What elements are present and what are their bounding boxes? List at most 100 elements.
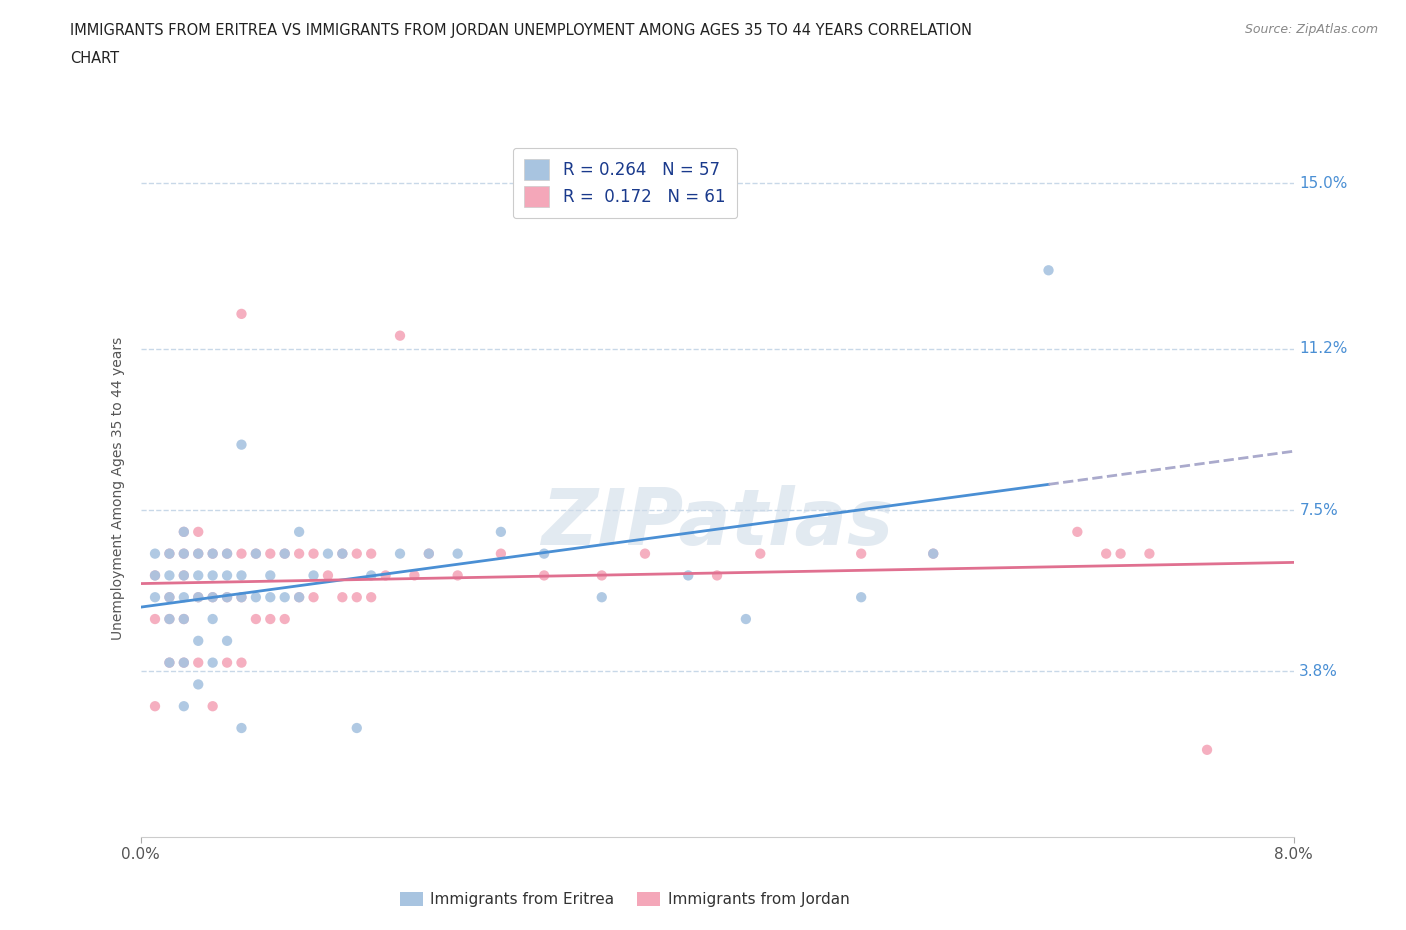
Point: [201, 568, 224, 583]
Point: [143, 698, 166, 713]
Point: [143, 590, 166, 604]
Point: [159, 590, 180, 604]
Point: [489, 546, 512, 561]
Point: [360, 590, 382, 604]
Point: [231, 590, 253, 604]
Point: [159, 655, 180, 670]
Point: [1095, 546, 1118, 561]
Point: [159, 546, 180, 561]
Point: [274, 612, 297, 627]
Point: [332, 546, 354, 561]
Point: [217, 546, 239, 561]
Point: [231, 568, 253, 583]
Point: [187, 546, 209, 561]
Point: [201, 546, 224, 561]
Point: [418, 546, 440, 561]
Point: [288, 546, 311, 561]
Point: [187, 590, 209, 604]
Point: [173, 612, 195, 627]
Point: [245, 546, 267, 561]
Point: [245, 590, 267, 604]
Point: [489, 525, 512, 539]
Point: [288, 590, 311, 604]
Point: [143, 612, 166, 627]
Point: [173, 525, 195, 539]
Text: 3.8%: 3.8%: [1299, 664, 1339, 679]
Point: [187, 568, 209, 583]
Point: [259, 590, 281, 604]
Point: [217, 633, 239, 648]
Point: [143, 546, 166, 561]
Point: [360, 568, 382, 583]
Point: [849, 546, 872, 561]
Point: [187, 677, 209, 692]
Point: [217, 590, 239, 604]
Legend: Immigrants from Eritrea, Immigrants from Jordan: Immigrants from Eritrea, Immigrants from…: [394, 885, 856, 913]
Point: [1066, 525, 1088, 539]
Point: [259, 612, 281, 627]
Point: [217, 568, 239, 583]
Point: [1109, 546, 1132, 561]
Point: [173, 698, 195, 713]
Point: [634, 546, 657, 561]
Point: [231, 546, 253, 561]
Point: [316, 568, 339, 583]
Point: [231, 655, 253, 670]
Y-axis label: Unemployment Among Ages 35 to 44 years: Unemployment Among Ages 35 to 44 years: [111, 337, 125, 640]
Text: 7.5%: 7.5%: [1299, 502, 1339, 518]
Point: [173, 546, 195, 561]
Text: ZIPatlas: ZIPatlas: [541, 485, 893, 561]
Point: [173, 546, 195, 561]
Point: [274, 590, 297, 604]
Text: Source: ZipAtlas.com: Source: ZipAtlas.com: [1244, 23, 1378, 36]
Point: [187, 633, 209, 648]
Point: [187, 546, 209, 561]
Point: [288, 525, 311, 539]
Point: [346, 590, 368, 604]
Point: [217, 590, 239, 604]
Point: [159, 590, 180, 604]
Point: [231, 307, 253, 322]
Point: [259, 568, 281, 583]
Point: [159, 546, 180, 561]
Point: [187, 655, 209, 670]
Point: [201, 590, 224, 604]
Point: [447, 546, 470, 561]
Point: [245, 612, 267, 627]
Point: [678, 568, 700, 583]
Point: [316, 546, 339, 561]
Point: [849, 590, 872, 604]
Point: [173, 655, 195, 670]
Point: [201, 546, 224, 561]
Point: [922, 546, 945, 561]
Point: [418, 546, 440, 561]
Point: [231, 721, 253, 736]
Point: [217, 655, 239, 670]
Point: [173, 568, 195, 583]
Point: [143, 568, 166, 583]
Point: [274, 546, 297, 561]
Point: [591, 568, 613, 583]
Point: [159, 612, 180, 627]
Point: [201, 590, 224, 604]
Point: [187, 590, 209, 604]
Point: [159, 612, 180, 627]
Point: [302, 590, 325, 604]
Point: [259, 546, 281, 561]
Point: [346, 546, 368, 561]
Point: [231, 437, 253, 452]
Point: [302, 568, 325, 583]
Point: [374, 568, 396, 583]
Point: [332, 546, 354, 561]
Point: [288, 590, 311, 604]
Text: 15.0%: 15.0%: [1299, 176, 1348, 191]
Point: [173, 568, 195, 583]
Point: [706, 568, 728, 583]
Point: [173, 612, 195, 627]
Text: 11.2%: 11.2%: [1299, 341, 1348, 356]
Point: [187, 525, 209, 539]
Point: [231, 590, 253, 604]
Point: [360, 546, 382, 561]
Point: [388, 546, 411, 561]
Point: [201, 612, 224, 627]
